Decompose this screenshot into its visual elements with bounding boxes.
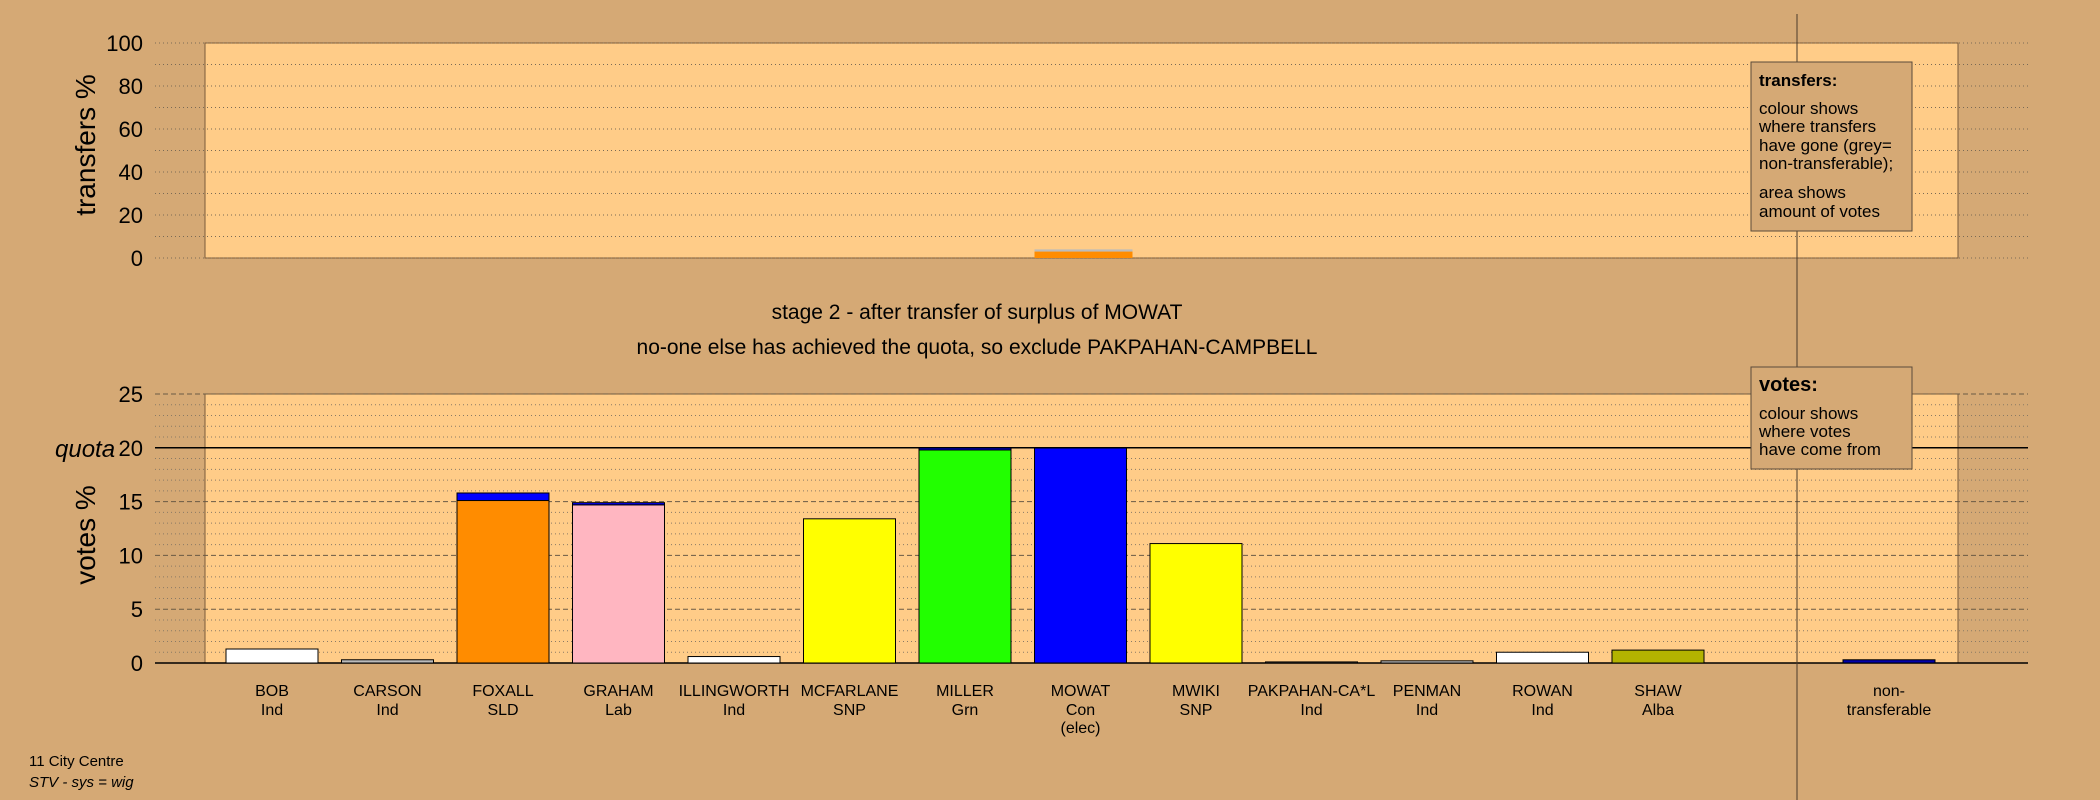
candidate-penman-bar-segment (1380, 660, 1474, 664)
votes-y-tick-label: 5 (131, 597, 143, 622)
candidate-name: SHAW (1634, 683, 1682, 700)
votes-legend-line-3: have come from (1759, 440, 1881, 459)
transfers-legend-line-3: have gone (grey= (1759, 136, 1892, 155)
votes-panel: 0 5 10 15 20 25 BOB Ind CARSON Ind FOXALL SLD GRAHA… (55, 382, 2028, 737)
candidate-party: Grn (952, 702, 979, 719)
stage-subtitle: no-one else has achieved the quota, so e… (637, 336, 1318, 359)
transfers-y-tick-label: 0 (131, 246, 143, 271)
candidate-bob-bar-segment (225, 648, 319, 664)
nontransferable-label: transferable (1847, 702, 1932, 719)
candidate-foxall-bar-segment (456, 500, 550, 664)
transfers-y-tick-label: 20 (119, 203, 143, 228)
transfers-panel: 0 20 40 60 80 100 transfers % (70, 31, 2028, 271)
candidate-mowat-bar-segment (1034, 447, 1127, 664)
candidate-illingworth-bar-segment (687, 656, 781, 664)
candidate-party: Con (1066, 702, 1095, 719)
transfers-bars (1034, 249, 1133, 258)
transfers-bar-segment (1034, 251, 1133, 258)
candidate-name: ROWAN (1512, 683, 1573, 700)
candidate-name: GRAHAM (583, 683, 653, 700)
transfers-legend-line-4: non-transferable); (1759, 154, 1893, 173)
candidate-rowan-bar-segment (1496, 651, 1589, 664)
candidate-name: ILLINGWORTH (679, 683, 790, 700)
candidate-name: CARSON (353, 683, 421, 700)
transfers-plot-area (204, 42, 1959, 259)
candidate-foxall-bar-segment (456, 492, 550, 502)
candidate-party: SNP (833, 702, 866, 719)
transfers-legend-line-6: amount of votes (1759, 202, 1880, 221)
candidate-party: Ind (1300, 702, 1322, 719)
candidate-name: MCFARLANE (801, 683, 899, 700)
candidate-name: MOWAT (1051, 683, 1111, 700)
voting-system: STV - sys = wig (29, 774, 134, 791)
votes-y-ticks: 0 5 10 15 20 25 (119, 382, 143, 676)
candidate-mcfarlane-bar-segment (803, 518, 896, 664)
votes-legend-line-2: where votes (1758, 422, 1851, 441)
votes-legend-title: votes: (1759, 374, 1818, 396)
transfers-y-ticks: 0 20 40 60 80 100 (106, 31, 143, 271)
candidate-name: FOXALL (472, 683, 533, 700)
transfers-legend: transfers: colour shows where transfers … (1750, 61, 1913, 232)
votes-y-tick-label: 10 (119, 543, 143, 568)
candidate-miller-bar-segment (918, 449, 1012, 664)
votes-legend: votes: colour shows where votes have com… (1750, 366, 1913, 470)
nontransferable-bar-segment (1842, 659, 1936, 664)
ward-name: 11 City Centre (29, 753, 124, 770)
candidate-party: Ind (376, 702, 398, 719)
votes-legend-line-1: colour shows (1759, 404, 1858, 423)
transfers-legend-line-1: colour shows (1759, 99, 1858, 118)
candidate-labels: BOB Ind CARSON Ind FOXALL SLD GRAHAM Lab ILLINGW… (255, 683, 1931, 737)
candidate-graham-bar-segment (572, 502, 665, 506)
transfers-legend-line-5: area shows (1759, 183, 1846, 202)
candidate-name: PAKPAHAN-CA*L (1248, 683, 1376, 700)
votes-y-tick-label: 0 (131, 651, 143, 676)
votes-y-tick-label: 25 (119, 382, 143, 407)
candidate-name: PENMAN (1393, 683, 1461, 700)
candidate-pakpahan-ca-l-bar-segment (1265, 661, 1358, 664)
candidate-carson-bar-segment (341, 659, 434, 664)
candidate-party: SNP (1180, 702, 1213, 719)
transfers-y-tick-label: 80 (119, 74, 143, 99)
candidate-party: SLD (487, 702, 518, 719)
nontransferable-label: non- (1873, 683, 1905, 700)
candidate-name: MWIKI (1172, 683, 1220, 700)
candidate-party: Ind (261, 702, 283, 719)
transfers-y-tick-label: 40 (119, 160, 143, 185)
candidate-name: BOB (255, 683, 289, 700)
transfers-legend-box (1750, 61, 1913, 232)
transfers-y-tick-label: 60 (119, 117, 143, 142)
transfers-bar-segment (1034, 249, 1133, 252)
transfers-y-tick-label: 100 (106, 31, 143, 56)
votes-bars (225, 447, 1936, 664)
candidate-graham-bar-segment (572, 504, 665, 664)
transfers-y-axis-label: transfers % (70, 74, 101, 216)
candidate-party: Ind (723, 702, 745, 719)
candidate-party: Alba (1642, 702, 1674, 719)
votes-y-tick-label: 20 (119, 436, 143, 461)
transfers-grid (155, 42, 2028, 259)
candidate-party: Lab (605, 702, 632, 719)
candidate-mwiki-bar-segment (1149, 543, 1243, 664)
quota-label: quota (55, 436, 115, 463)
candidate-party: Ind (1416, 702, 1438, 719)
candidate-party: Ind (1531, 702, 1553, 719)
stage-title: stage 2 - after transfer of surplus of M… (772, 301, 1183, 324)
candidate-shaw-bar-segment (1611, 649, 1705, 664)
votes-y-axis-label: votes % (70, 485, 101, 585)
votes-y-tick-label: 15 (119, 490, 143, 515)
candidate-note: (elec) (1060, 720, 1100, 737)
votes-legend-box (1750, 366, 1913, 470)
transfers-legend-title: transfers: (1759, 71, 1837, 90)
candidate-name: MILLER (936, 683, 994, 700)
transfers-legend-line-2: where transfers (1758, 117, 1876, 136)
